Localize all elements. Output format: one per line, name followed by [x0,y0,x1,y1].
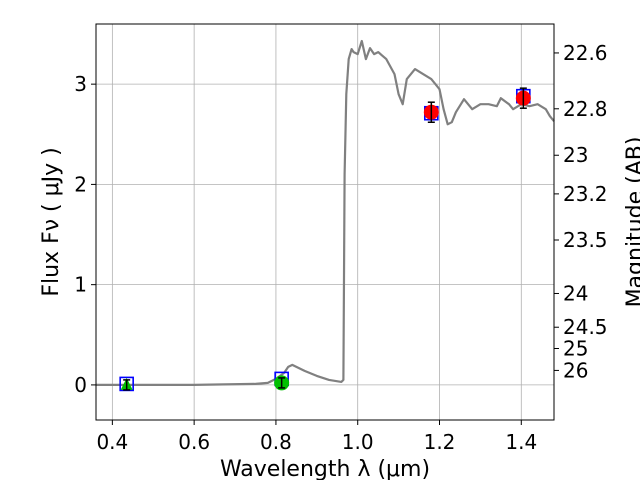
x-tick-label: 1.0 [342,430,374,454]
x-axis-ticks: 0.4 0.6 0.8 1.0 1.2 1.4 [96,420,537,454]
x-tick-label: 0.6 [178,430,210,454]
x-tick-label: 1.4 [505,430,537,454]
magnitude-tick-label: 25 [563,337,588,361]
x-tick-label: 0.4 [96,430,128,454]
y-axis-ticks: 0 1 2 3 [74,72,96,397]
magnitude-tick-label: 23.2 [563,182,608,206]
magnitude-tick-label: 22.6 [563,41,608,65]
data-points [119,87,531,392]
grid [96,24,554,420]
x-axis-label: Wavelength λ (μm) [220,457,430,480]
magnitude-tick-label: 24 [563,281,588,305]
magnitude-tick-label: 23.5 [563,228,608,252]
x-tick-label: 0.8 [260,430,292,454]
magnitude-tick-label: 22.8 [563,97,608,121]
magnitude-tick-label: 23 [563,143,588,167]
y-tick-label: 0 [74,373,87,397]
y-tick-label: 2 [74,172,87,196]
sed-model-line [96,39,555,386]
right-axis-label: Magnitude (AB) [623,137,640,308]
y-axis-label: Flux Fν ( μJy ) [39,147,64,296]
y-tick-label: 1 [74,273,87,297]
y-tick-label: 3 [74,72,87,96]
x-tick-label: 1.2 [424,430,456,454]
magnitude-tick-label: 26 [563,358,588,382]
magnitude-tick-label: 24.5 [563,315,608,339]
series [96,39,555,386]
plot-frame [95,23,555,421]
